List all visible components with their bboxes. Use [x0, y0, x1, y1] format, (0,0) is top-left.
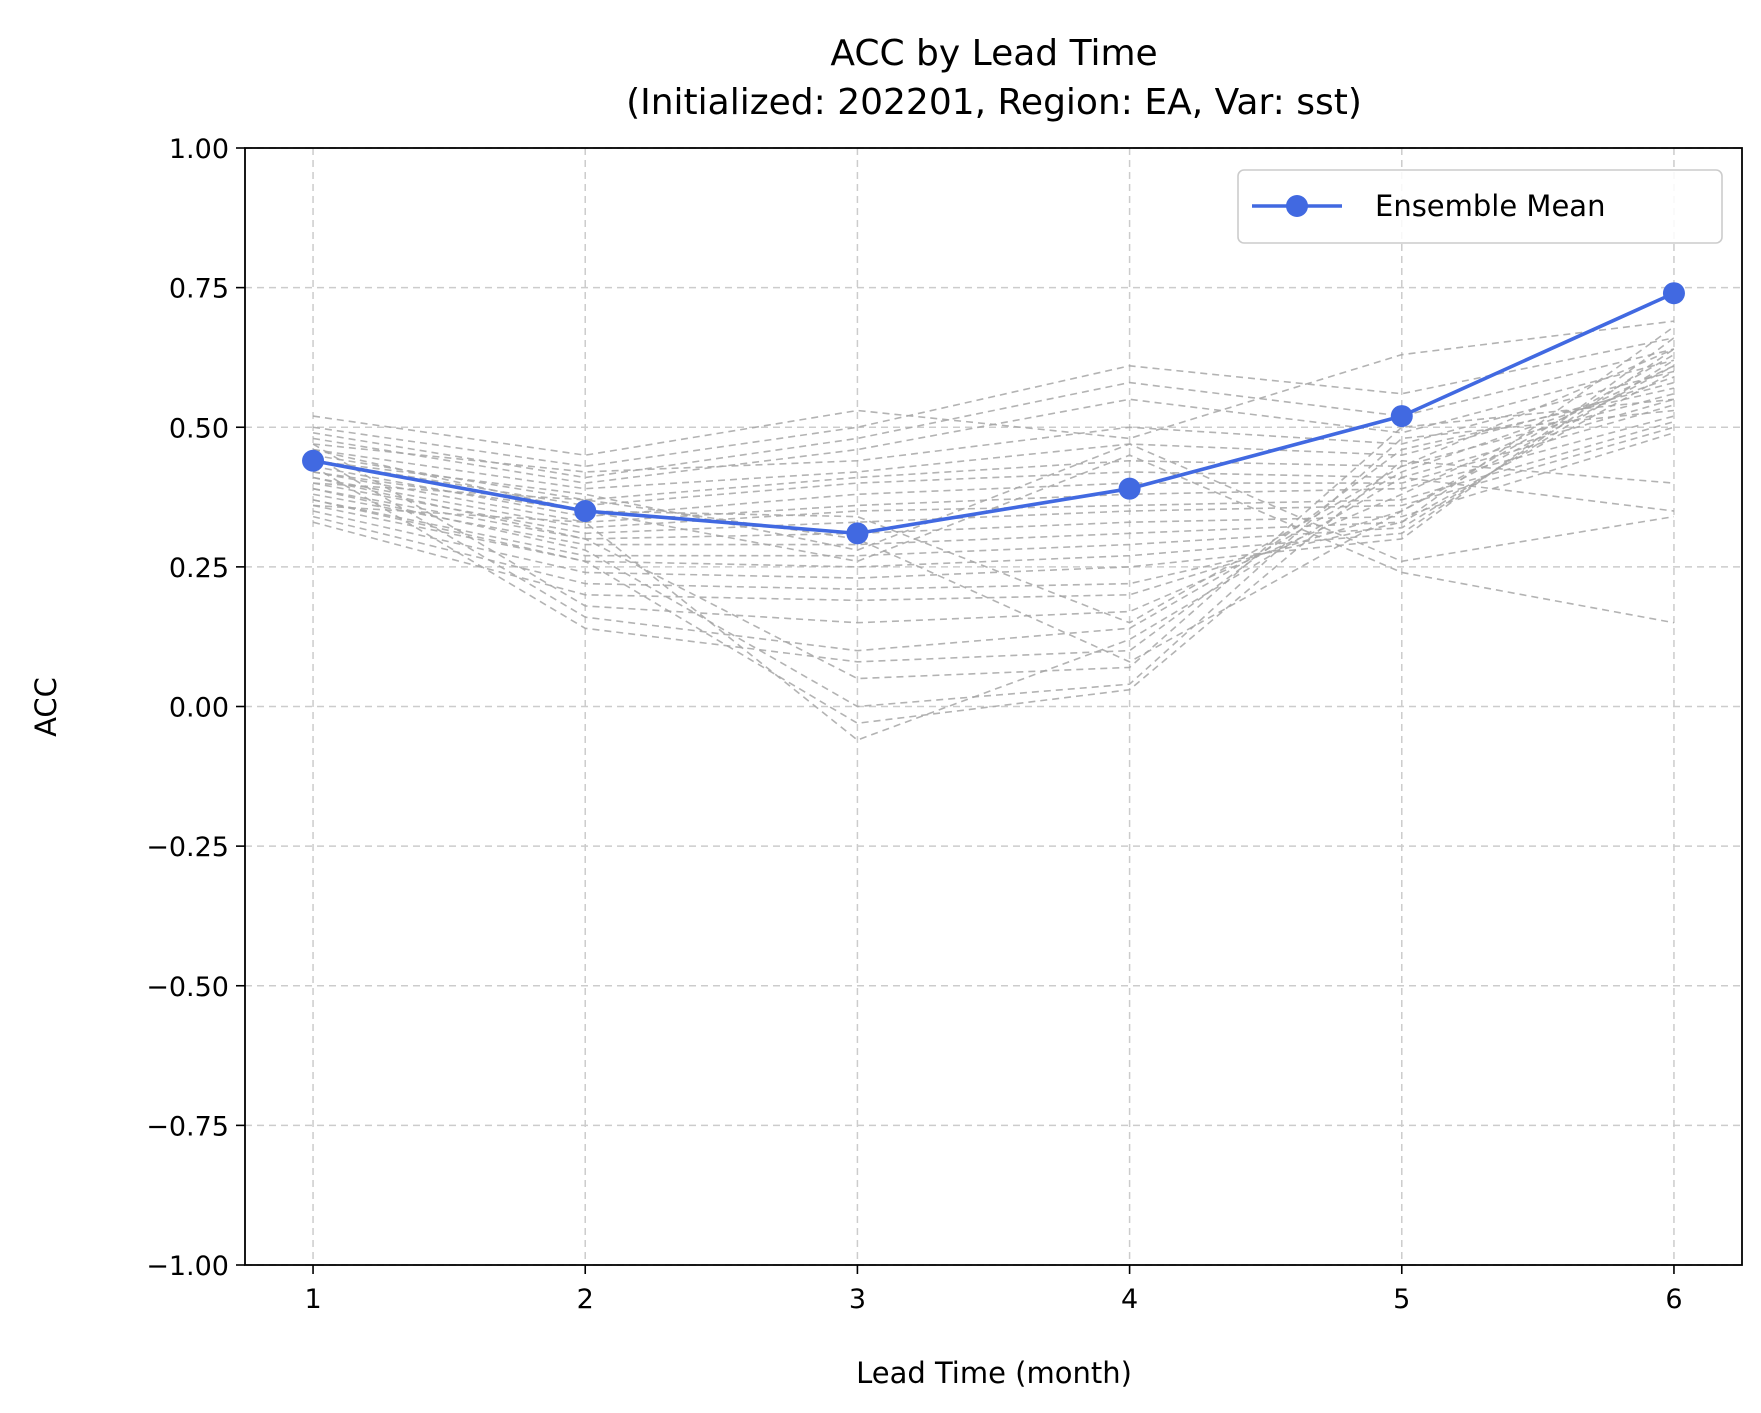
member-line	[312, 398, 1675, 507]
member-line	[312, 476, 1675, 741]
ensemble-mean-series	[302, 282, 1685, 545]
member-line	[312, 459, 1675, 725]
legend-marker-icon	[1286, 195, 1308, 217]
member-line	[312, 337, 1675, 579]
legend-label-ensemble-mean: Ensemble Mean	[1375, 189, 1605, 223]
ensemble-mean-point	[1662, 282, 1685, 305]
y-tick-label: 0.75	[169, 274, 229, 305]
x-axis-label: Lead Time (month)	[856, 1356, 1132, 1390]
y-tick-label: 0.25	[169, 553, 229, 584]
y-tick-label: −0.25	[146, 832, 229, 863]
ensemble-mean-point	[302, 449, 325, 472]
x-tick-label: 3	[849, 1284, 866, 1315]
ensemble-mean-line	[312, 291, 1675, 536]
axis-ticks: 1 2 3 4 5 6 1.00 0.75 0.50 0.25 0.00 −0.25 −0.50 −0.7…	[146, 134, 1682, 1315]
member-line	[312, 398, 1675, 680]
member-line	[312, 359, 1675, 484]
member-line	[312, 337, 1675, 468]
x-tick-label: 5	[1393, 1284, 1410, 1315]
y-tick-label: 0.50	[169, 413, 229, 444]
member-line	[312, 404, 1675, 518]
member-line	[312, 443, 1675, 563]
y-tick-label: −1.00	[146, 1251, 229, 1282]
member-line	[312, 348, 1675, 624]
y-tick-label: −0.75	[146, 1111, 229, 1142]
member-line	[312, 376, 1675, 652]
member-line	[312, 426, 1675, 535]
ensemble-mean-point	[846, 522, 869, 545]
ensemble-mean-point	[1118, 477, 1141, 500]
member-line	[312, 387, 1675, 663]
member-line	[312, 370, 1675, 473]
member-line	[312, 381, 1675, 490]
ensemble-mean-point	[574, 500, 597, 523]
member-line	[312, 365, 1675, 663]
y-tick-label: 1.00	[169, 134, 229, 165]
y-axis-label: ACC	[29, 677, 63, 737]
member-line	[312, 348, 1675, 568]
chart-title: ACC by Lead Time	[830, 33, 1157, 74]
member-line	[312, 392, 1675, 501]
ensemble-mean-point	[1390, 405, 1413, 428]
member-line	[312, 359, 1675, 557]
member-line	[312, 326, 1675, 591]
chart-subtitle: (Initialized: 202201, Region: EA, Var: s…	[626, 82, 1362, 123]
member-line	[312, 365, 1675, 624]
legend-box	[1237, 169, 1723, 244]
ensemble-members	[312, 320, 1675, 741]
member-line	[312, 353, 1675, 602]
member-line	[312, 415, 1675, 523]
legend: Ensemble Mean	[1237, 169, 1723, 244]
y-tick-label: 0.00	[169, 693, 229, 724]
member-line	[312, 454, 1675, 624]
x-tick-label: 1	[304, 1284, 321, 1315]
x-tick-label: 4	[1121, 1284, 1138, 1315]
x-tick-label: 6	[1665, 1284, 1682, 1315]
x-tick-label: 2	[577, 1284, 594, 1315]
member-line	[312, 370, 1675, 546]
member-line	[312, 348, 1675, 479]
member-line	[312, 409, 1675, 708]
member-line	[312, 432, 1675, 540]
y-tick-label: −0.50	[146, 972, 229, 1003]
